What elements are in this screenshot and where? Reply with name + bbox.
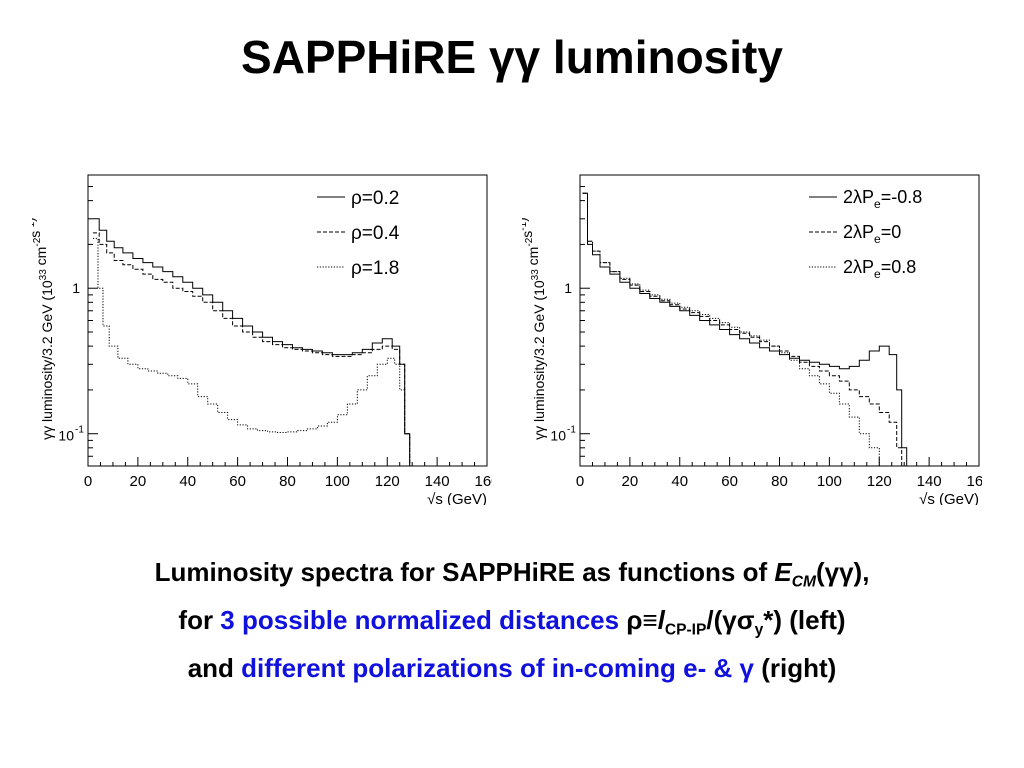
x-axis: 0 20 40 60 80 100 120 140 160 — [84, 457, 492, 490]
caption-text: (right) — [753, 653, 837, 683]
legend-label: ρ=0.2 — [351, 188, 399, 209]
series-line — [582, 192, 908, 466]
x-tick-label: 160 — [474, 473, 492, 490]
luminosity-plot-polarization: 0 20 40 60 80 100 120 140 160√s (GeV) 1 10-1 γγ lum… — [522, 160, 982, 505]
y-axis-label: γγ luminosity/3.2 GeV (1033 cm-2s-1) — [32, 217, 55, 440]
caption-rho: ρ≡ — [619, 605, 658, 635]
legend: ρ=0.2 ρ=0.4 ρ=1.8 — [317, 188, 400, 279]
x-tick-label: 120 — [375, 473, 400, 490]
x-axis-label: √s (GeV) — [919, 491, 979, 505]
y-tick-exponent: -1 — [75, 425, 84, 436]
caption-highlight-polarizations: different polarizations of in-coming e- … — [241, 653, 754, 683]
caption-line-2: for 3 possible normalized distances ρ≡lC… — [30, 596, 994, 644]
caption-line-3: and different polarizations of in-coming… — [30, 644, 994, 692]
plot-left-svg: 0 20 40 60 80 100 120 140 160√s (GeV) 1 10-1 γγ lum… — [32, 174, 492, 505]
caption-l: l — [657, 605, 665, 635]
series-line — [93, 237, 415, 467]
x-tick-label: 0 — [84, 473, 92, 490]
x-tick-label: 120 — [867, 473, 892, 490]
caption-text: *) (left) — [763, 605, 846, 635]
x-tick-label: 20 — [622, 473, 639, 490]
caption-text: (γγ), — [815, 557, 870, 587]
luminosity-plot-rho: 0 20 40 60 80 100 120 140 160√s (GeV) 1 10-1 γγ lum… — [32, 160, 492, 505]
x-tick-label: 80 — [279, 473, 296, 490]
caption-text: Luminosity spectra for SAPPHiRE as funct… — [154, 557, 775, 587]
legend-label: 2λPe=-0.8 — [843, 187, 922, 211]
slide-title: SAPPHiRE γγ luminosity — [241, 31, 783, 83]
x-tick-label: 140 — [425, 473, 450, 490]
y-axis-label: γγ luminosity/3.2 GeV (1033 cm-2s-1) — [522, 217, 547, 440]
caption-ecm-sub: CM — [791, 573, 816, 591]
y-tick-label: 10 — [58, 428, 74, 444]
y-tick-label: 1 — [564, 280, 572, 296]
x-tick-label: 100 — [817, 473, 842, 490]
y-tick-label: 10 — [550, 428, 566, 444]
x-axis-label: √s (GeV) — [427, 491, 487, 505]
x-tick-label: 20 — [130, 473, 147, 490]
legend-label: ρ=1.8 — [351, 258, 399, 279]
y-tick-label: 1 — [72, 280, 80, 296]
series-line — [582, 192, 887, 467]
caption-text: /(γσ — [706, 605, 755, 635]
x-tick-label: 80 — [771, 473, 788, 490]
series-line — [93, 232, 415, 467]
caption-text: for — [178, 605, 221, 635]
x-tick-label: 60 — [721, 473, 738, 490]
x-tick-label: 100 — [325, 473, 350, 490]
x-tick-label: 40 — [671, 473, 688, 490]
caption-highlight-distances: 3 possible normalized distances — [220, 605, 620, 635]
legend-label: ρ=0.4 — [351, 223, 400, 244]
y-tick-exponent: -1 — [567, 425, 576, 436]
plot-right-svg: 0 20 40 60 80 100 120 140 160√s (GeV) 1 10-1 γγ lum… — [522, 174, 982, 505]
caption-text: and — [187, 653, 242, 683]
x-axis: 0 20 40 60 80 100 120 140 160 — [576, 457, 982, 490]
x-tick-label: 0 — [576, 473, 584, 490]
legend-label: 2λPe=0.8 — [843, 257, 916, 281]
y-axis: 1 10 -1 — [58, 174, 98, 467]
plot-frame — [87, 174, 488, 467]
caption-ecm: E — [774, 557, 792, 587]
x-tick-label: 160 — [966, 473, 982, 490]
x-tick-label: 40 — [179, 473, 196, 490]
legend-label: 2λPe=0 — [843, 222, 901, 246]
caption-l-sub: CP-IP — [664, 621, 707, 639]
caption-sigma-sub: y — [754, 621, 764, 639]
caption-line-1: Luminosity spectra for SAPPHiRE as funct… — [30, 548, 994, 596]
x-tick-label: 60 — [229, 473, 246, 490]
plot-frame — [579, 174, 980, 467]
x-tick-label: 140 — [917, 473, 942, 490]
y-axis: 1 10 -1 — [550, 174, 590, 467]
legend: 2λPe=-0.8 2λPe=0 2λPe=0.8 — [809, 187, 922, 281]
caption: Luminosity spectra for SAPPHiRE as funct… — [30, 548, 994, 692]
